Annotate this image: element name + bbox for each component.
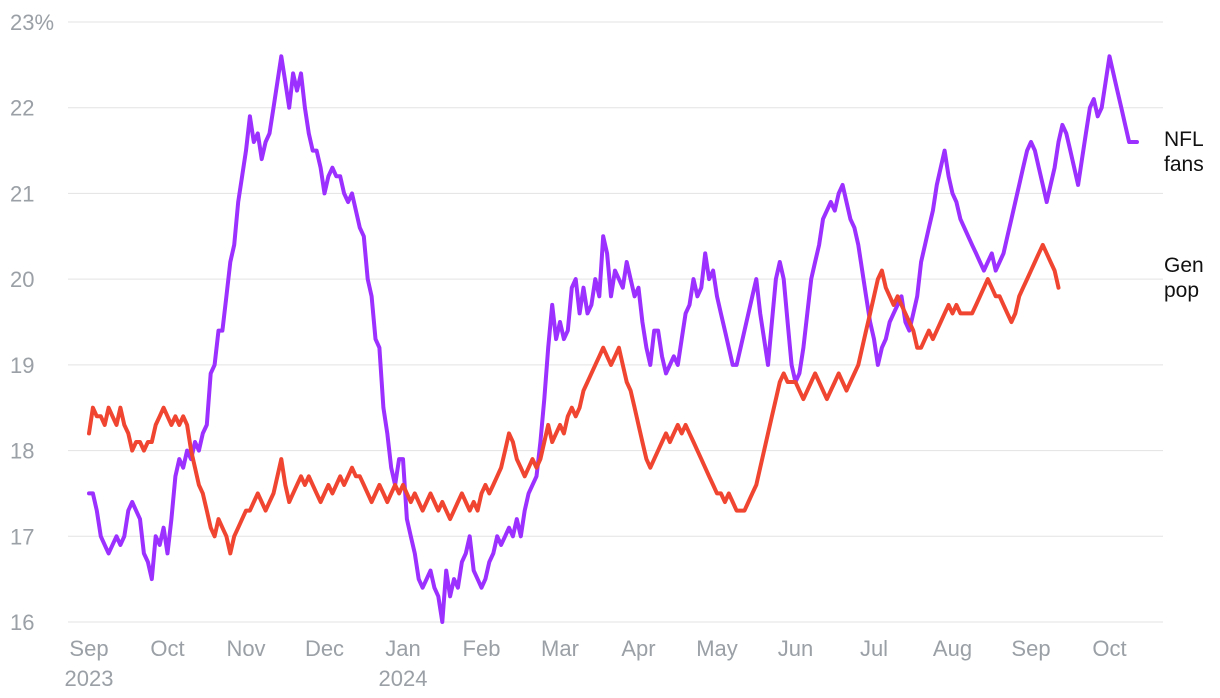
y-tick-label: 20	[10, 267, 34, 292]
y-axis-ticks: 23% 22 21 20 19 18 17 16	[10, 10, 54, 635]
series-label-nfl-fans: NFL	[1164, 128, 1204, 151]
x-tick-label: Dec	[305, 636, 344, 661]
x-tick-label: Jan	[385, 636, 420, 661]
x-tick-year-label: 2024	[379, 666, 428, 691]
x-tick-label: May	[696, 636, 738, 661]
x-tick-label: Feb	[463, 636, 501, 661]
x-axis-ticks: Sep 2023 Oct Nov Dec Jan 2024 Feb Mar Apr May Jun Ju…	[65, 636, 1127, 691]
x-tick-year-label: 2023	[65, 666, 114, 691]
x-tick-label: Oct	[150, 636, 184, 661]
x-tick-label: Nov	[226, 636, 265, 661]
grid-layer	[68, 21, 1163, 623]
x-tick-label: Oct	[1092, 636, 1126, 661]
series-label-gen-pop: pop	[1164, 279, 1199, 302]
x-tick-label: Mar	[541, 636, 579, 661]
series-line-gen-pop	[87, 242, 1061, 556]
y-tick-label: 21	[10, 181, 34, 206]
series-line-nfl-fans	[87, 54, 1139, 624]
series-layer	[87, 54, 1139, 624]
x-tick-label: Jun	[778, 636, 813, 661]
x-tick-label: Jul	[860, 636, 888, 661]
series-label-nfl-fans: fans	[1164, 153, 1204, 176]
series-label-gen-pop: Gen	[1164, 254, 1204, 277]
x-tick-label: Sep	[1011, 636, 1050, 661]
x-tick-label: Aug	[933, 636, 972, 661]
x-tick-label: Apr	[621, 636, 655, 661]
y-tick-label: 22	[10, 96, 34, 121]
y-tick-label: 23%	[10, 10, 54, 35]
x-tick-label: Sep	[69, 636, 108, 661]
y-tick-label: 17	[10, 524, 34, 549]
y-tick-label: 16	[10, 610, 34, 635]
y-tick-label: 19	[10, 353, 34, 378]
y-tick-label: 18	[10, 439, 34, 464]
